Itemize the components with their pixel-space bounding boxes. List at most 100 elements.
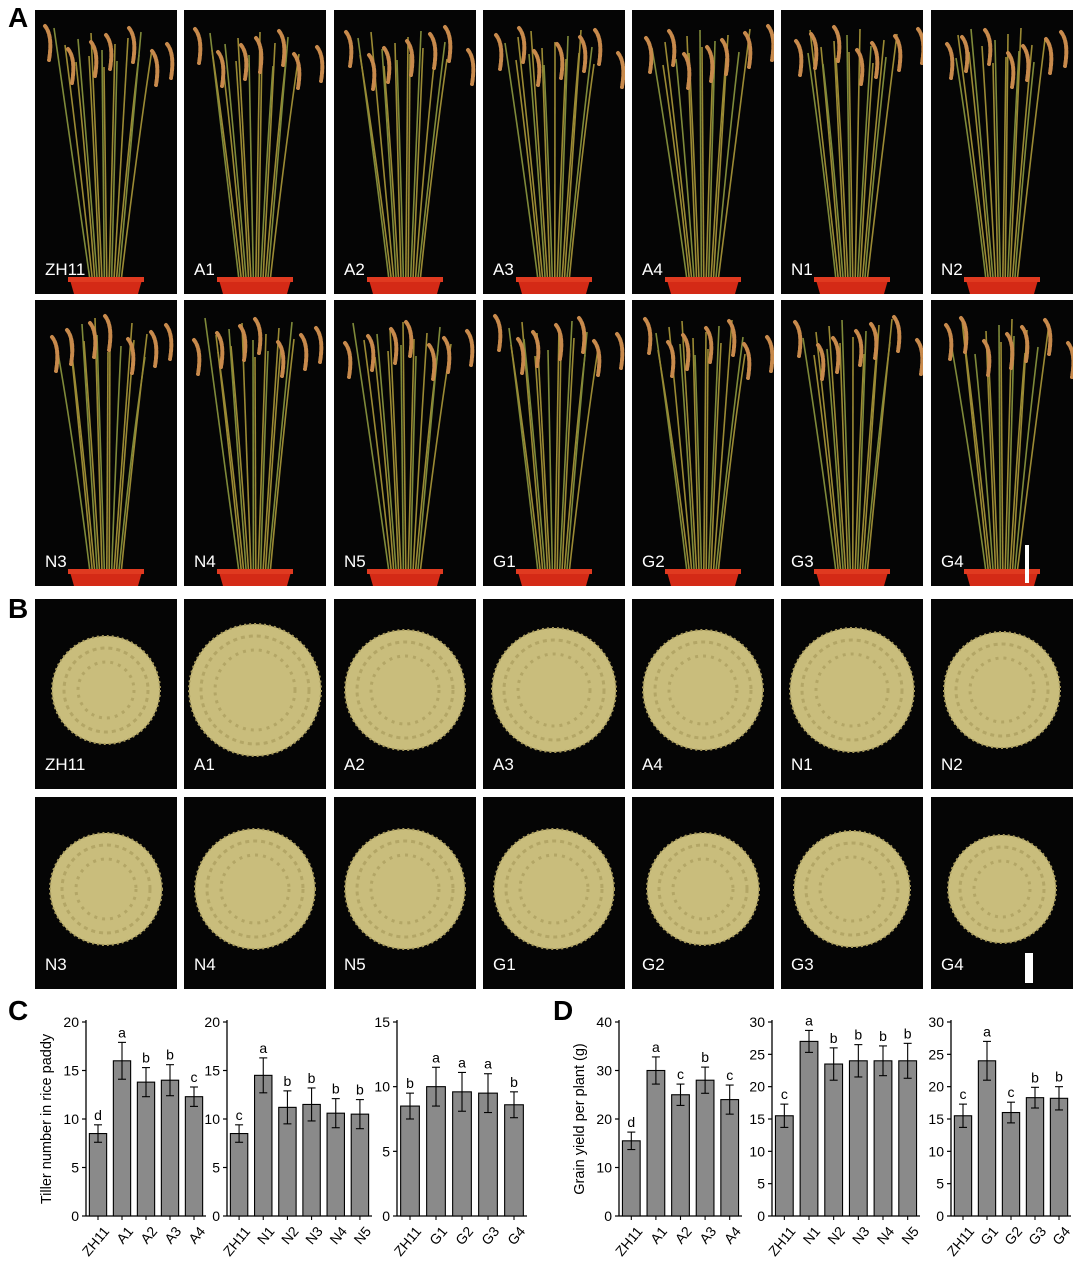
x-tick-label: A1 [113, 1223, 136, 1247]
x-tick-label: N5 [350, 1223, 374, 1247]
x-tick-label: A2 [672, 1223, 695, 1247]
plant-photo: ZH11 [35, 10, 177, 294]
panel-label-d: D [553, 995, 574, 1026]
bar [774, 1115, 794, 1217]
grain-label: A2 [344, 755, 365, 774]
y-tick-label: 10 [204, 1111, 220, 1127]
bar [229, 1133, 249, 1217]
x-tick-label: ZH11 [391, 1223, 425, 1259]
x-tick-label: A1 [647, 1223, 670, 1247]
bar [504, 1104, 524, 1217]
plant-photo: G2 [632, 300, 774, 586]
y-tick-label: 30 [596, 1063, 612, 1079]
y-tick-label: 0 [212, 1208, 220, 1224]
x-tick-label: ZH11 [79, 1223, 113, 1259]
y-tick-label: 25 [928, 1046, 944, 1062]
y-tick-label: 20 [928, 1079, 944, 1095]
plant-photo: G1 [483, 300, 625, 586]
grain-label: N2 [941, 755, 963, 774]
plant-photo: N3 [35, 300, 177, 586]
significance-letter: b [830, 1030, 838, 1046]
grain-photo: G1 [483, 797, 625, 989]
y-tick-label: 30 [928, 1014, 944, 1030]
x-tick-label: G3 [478, 1223, 502, 1248]
significance-letter: b [701, 1049, 709, 1065]
grain-label: G1 [493, 955, 516, 974]
grain-photo: A4 [632, 599, 774, 789]
x-tick-label: A4 [721, 1223, 744, 1247]
bar [160, 1079, 180, 1217]
grain-photo: G4 [931, 797, 1073, 989]
y-tick-label: 25 [749, 1046, 765, 1062]
y-tick-label: 10 [749, 1143, 765, 1159]
y-tick-label: 0 [71, 1208, 79, 1224]
plant-label: G2 [642, 552, 665, 571]
plant-label: N5 [344, 552, 366, 571]
plant-label: N1 [791, 260, 813, 279]
significance-letter: c [236, 1107, 243, 1123]
panel-label-b: B [8, 593, 29, 624]
y-tick-label: 40 [596, 1014, 612, 1030]
x-tick-label: G1 [977, 1223, 1001, 1248]
x-tick-label: A2 [137, 1223, 160, 1247]
significance-letter: a [484, 1056, 492, 1072]
significance-letter: b [1031, 1069, 1039, 1085]
bar [695, 1079, 715, 1217]
significance-letter: a [118, 1024, 126, 1040]
significance-letter: b [510, 1074, 518, 1090]
bar [953, 1115, 973, 1217]
plant-label: N3 [45, 552, 67, 571]
bar [88, 1133, 108, 1217]
x-tick-label: N4 [874, 1223, 898, 1247]
significance-letter: b [406, 1075, 414, 1091]
significance-letter: b [1055, 1069, 1063, 1085]
significance-letter: a [432, 1049, 440, 1065]
plant-photo: N5 [334, 300, 476, 586]
x-tick-label: N2 [824, 1223, 848, 1247]
bar [977, 1060, 997, 1217]
scale-bar [1025, 545, 1029, 583]
significance-letter: b [356, 1082, 364, 1098]
bar [824, 1063, 844, 1217]
grain-label: N4 [194, 955, 216, 974]
bar [112, 1060, 132, 1217]
significance-letter: b [879, 1028, 887, 1044]
y-tick-label: 20 [63, 1014, 79, 1030]
significance-letter: a [458, 1054, 466, 1070]
x-tick-label: N1 [800, 1223, 824, 1247]
bar [720, 1099, 740, 1217]
significance-letter: b [904, 1025, 912, 1041]
bar [646, 1069, 666, 1217]
x-tick-label: G1 [426, 1223, 450, 1248]
significance-letter: d [94, 1107, 102, 1123]
plant-photo: G3 [781, 300, 923, 586]
x-tick-label: A3 [696, 1223, 719, 1247]
grain-label: N1 [791, 755, 813, 774]
grain-label: N3 [45, 955, 67, 974]
plant-label: A2 [344, 260, 365, 279]
bar [671, 1094, 690, 1217]
plant-label: A3 [493, 260, 514, 279]
grain-photo: A2 [334, 599, 476, 789]
x-tick-label: N4 [326, 1223, 350, 1247]
significance-letter: b [166, 1047, 174, 1063]
x-tick-label: G3 [1025, 1223, 1049, 1248]
grain-photo: ZH11 [35, 599, 177, 789]
plant-label: G4 [941, 552, 964, 571]
plant-photo: N4 [184, 300, 326, 586]
significance-letter: a [652, 1039, 660, 1055]
y-tick-label: 20 [204, 1014, 220, 1030]
plant-photo: A4 [632, 10, 774, 294]
bar [621, 1140, 641, 1217]
y-tick-label: 10 [374, 1079, 390, 1095]
plant-photo: A1 [184, 10, 326, 294]
significance-letter: a [259, 1040, 267, 1056]
y-tick-label: 0 [382, 1208, 390, 1224]
x-tick-label: A3 [161, 1223, 184, 1247]
bar [799, 1040, 819, 1217]
plant-photo: N1 [781, 10, 923, 294]
grain-photo: N1 [781, 599, 923, 789]
significance-letter: b [332, 1081, 340, 1097]
significance-letter: d [627, 1114, 635, 1130]
